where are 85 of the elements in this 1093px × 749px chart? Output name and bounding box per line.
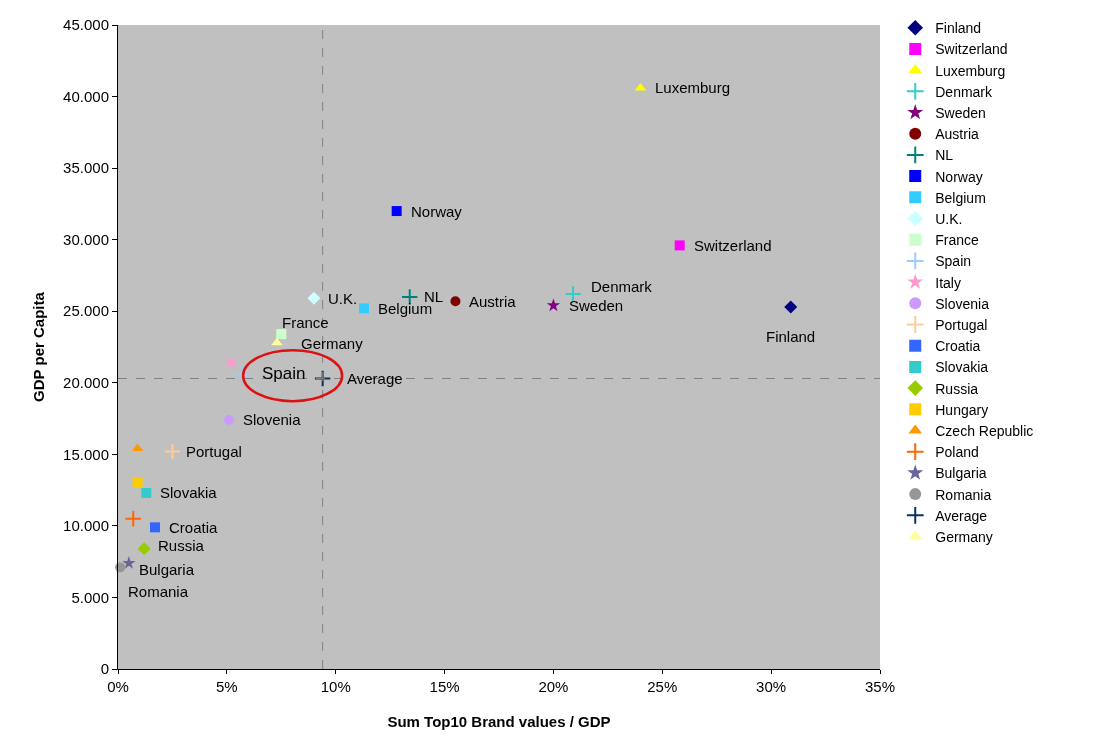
- point: [359, 303, 370, 314]
- legend-label: Belgium: [935, 189, 986, 206]
- annotation: Portugal: [186, 443, 242, 460]
- point: [313, 369, 332, 388]
- point: [271, 337, 283, 346]
- annotation: Russia: [158, 537, 205, 554]
- point: [141, 487, 152, 498]
- y-tick-label: 10.000: [63, 517, 109, 535]
- y-tick-label: 15.000: [63, 445, 109, 463]
- x-axis-title: Sum Top10 Brand values / GDP: [387, 713, 611, 730]
- point: [132, 477, 143, 488]
- y-tick-label: 30.000: [63, 230, 109, 248]
- y-tick-label: 5.000: [71, 588, 109, 606]
- x-tick-label: 5%: [216, 678, 238, 695]
- legend-label: Italy: [935, 274, 961, 291]
- legend-label: Russia: [935, 380, 979, 397]
- legend-label: Austria: [935, 126, 980, 143]
- annotation: Luxemburg: [655, 79, 731, 96]
- y-tick-label: 35.000: [63, 159, 109, 177]
- x-tick-label: 15%: [429, 678, 460, 695]
- point: [122, 556, 136, 569]
- x-tick-label: 10%: [320, 678, 351, 695]
- legend-label: Slovakia: [935, 359, 989, 376]
- point: [391, 206, 402, 217]
- annotation: U.K.: [328, 290, 358, 307]
- point: [546, 298, 561, 312]
- point: [674, 240, 685, 251]
- legend-label: Hungary: [935, 401, 989, 418]
- point: [163, 442, 182, 461]
- x-tick-label: 30%: [756, 678, 787, 695]
- point: [276, 329, 287, 340]
- legend-label: Poland: [935, 444, 979, 461]
- legend-label: Switzerland: [935, 41, 1008, 58]
- annotation: Croatia: [169, 519, 219, 536]
- point: [124, 510, 142, 528]
- annotation: France: [282, 314, 329, 331]
- legend-label: Czech Republic: [935, 422, 1034, 439]
- x-tick-label: 0%: [107, 678, 129, 695]
- point: [150, 522, 161, 533]
- y-tick-label: 20.000: [63, 374, 109, 392]
- legend-label: Croatia: [935, 338, 981, 355]
- y-tick-label: 40.000: [63, 87, 109, 105]
- annotation: Sweden: [569, 297, 624, 314]
- legend-label: Sweden: [935, 104, 986, 121]
- legend-label: Spain: [935, 253, 972, 270]
- legend-label: Romania: [935, 486, 992, 503]
- annotation: Germany: [301, 335, 364, 352]
- annotation: NL: [424, 288, 444, 305]
- annotation: Austria: [469, 293, 517, 310]
- legend-label: Norway: [935, 168, 983, 185]
- legend-label: Slovenia: [935, 295, 990, 312]
- legend-label: Finland: [935, 20, 982, 37]
- x-tick-label: 20%: [538, 678, 569, 695]
- y-tick-label: 25.000: [63, 302, 109, 320]
- legend-label: Germany: [935, 528, 993, 545]
- legend-label: NL: [935, 147, 954, 164]
- legend-label: Bulgaria: [935, 465, 987, 482]
- y-tick-label: 0: [100, 660, 109, 678]
- annotation: Bulgaria: [139, 561, 195, 578]
- point: [137, 542, 151, 556]
- point: [224, 414, 235, 425]
- x-tick-label: 35%: [864, 678, 896, 695]
- annotation: Norway: [411, 203, 463, 220]
- annotation: Average: [347, 370, 403, 387]
- annotation: Finland: [766, 328, 816, 345]
- x-tick-label: 25%: [647, 678, 678, 695]
- point: [307, 291, 321, 305]
- annotation: Slovenia: [243, 411, 302, 428]
- point: [450, 296, 461, 307]
- legend-label: Average: [935, 507, 988, 524]
- point: [224, 355, 238, 369]
- annotation: Switzerland: [694, 237, 772, 254]
- annotation: Romania: [128, 583, 189, 600]
- point: [784, 300, 798, 314]
- legend-label: U.K.: [935, 210, 963, 227]
- legend-label: Luxemburg: [935, 62, 1006, 79]
- legend-label: France: [935, 232, 980, 249]
- point: [233, 365, 251, 383]
- annotation: Spain: [262, 364, 306, 383]
- annotation: Slovakia: [160, 484, 218, 501]
- annotation: Denmark: [591, 278, 653, 295]
- y-axis-title: GDP per Capita: [30, 291, 48, 402]
- y-tick-label: 45.000: [63, 16, 109, 34]
- legend-label: Portugal: [935, 316, 988, 333]
- legend-label: Denmark: [935, 83, 994, 100]
